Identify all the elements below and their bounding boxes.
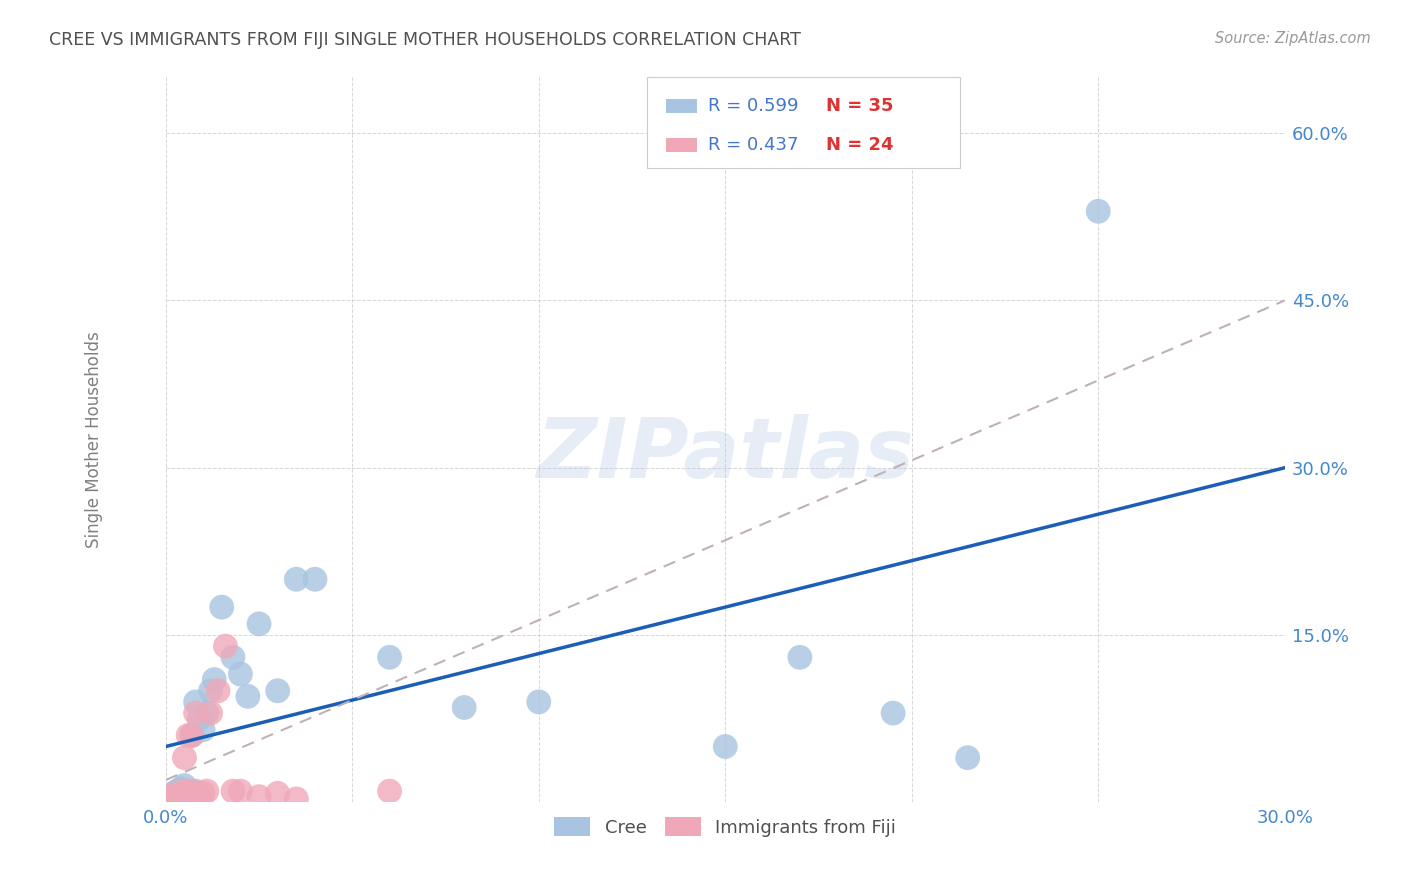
Point [222,650,245,665]
Point [188,789,211,804]
Point [789,650,811,665]
Point [170,781,193,796]
Point [200,683,222,698]
Y-axis label: Single Mother Households: Single Mother Households [86,332,103,549]
Point [173,786,195,800]
Point [177,728,200,742]
Point [159,789,181,804]
Point [304,572,326,586]
Point [882,706,904,720]
FancyBboxPatch shape [666,137,697,152]
Text: R = 0.437: R = 0.437 [709,136,799,153]
Point [527,695,550,709]
Point [195,706,218,720]
Point [285,792,308,806]
Point [378,650,401,665]
Point [195,784,218,798]
Point [267,683,290,698]
Point [229,784,252,798]
Point [180,728,202,742]
Point [714,739,737,754]
Point [180,728,202,742]
Point [162,792,184,806]
Text: R = 0.599: R = 0.599 [709,96,799,115]
Point [166,786,188,800]
Point [378,784,401,798]
Point [191,786,214,800]
Point [184,695,207,709]
Point [177,789,200,804]
Point [159,789,181,804]
Point [166,792,188,806]
Point [180,784,202,798]
Point [285,572,308,586]
FancyBboxPatch shape [666,98,697,112]
Point [1087,204,1109,219]
Point [184,789,207,804]
Point [453,700,475,714]
Point [170,789,193,804]
Point [173,750,195,764]
Point [229,667,252,681]
Point [177,786,200,800]
Point [180,786,202,800]
Point [202,673,225,687]
Point [211,600,233,615]
Point [173,779,195,793]
Point [222,784,245,798]
FancyBboxPatch shape [647,78,960,168]
Point [236,690,259,704]
Point [188,712,211,726]
Point [214,639,236,653]
Point [173,784,195,798]
Point [191,723,214,737]
Point [956,750,979,764]
Point [200,706,222,720]
Point [207,683,229,698]
Text: CREE VS IMMIGRANTS FROM FIJI SINGLE MOTHER HOUSEHOLDS CORRELATION CHART: CREE VS IMMIGRANTS FROM FIJI SINGLE MOTH… [49,31,801,49]
Point [184,784,207,798]
Point [170,789,193,804]
Point [247,616,270,631]
Text: N = 35: N = 35 [825,96,893,115]
Legend: Cree, Immigrants from Fiji: Cree, Immigrants from Fiji [547,810,904,844]
Text: ZIPatlas: ZIPatlas [536,414,914,495]
Point [267,786,290,800]
Point [162,786,184,800]
Text: Source: ZipAtlas.com: Source: ZipAtlas.com [1215,31,1371,46]
Text: N = 24: N = 24 [825,136,893,153]
Point [184,706,207,720]
Point [247,789,270,804]
Point [177,784,200,798]
Point [166,784,188,798]
